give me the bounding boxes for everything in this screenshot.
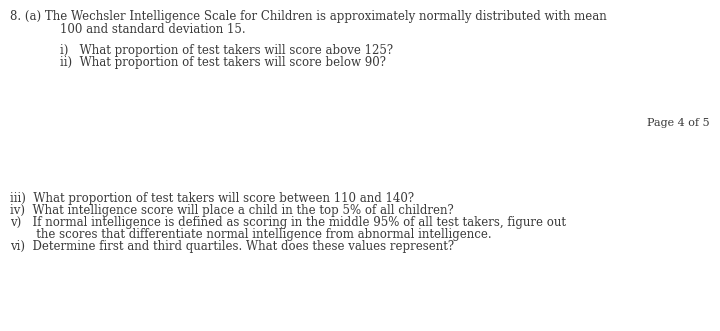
Text: i)   What proportion of test takers will score above 125?: i) What proportion of test takers will s… (60, 44, 393, 57)
Text: ii)  What proportion of test takers will score below 90?: ii) What proportion of test takers will … (60, 56, 386, 69)
Text: the scores that differentiate normal intelligence from abnormal intelligence.: the scores that differentiate normal int… (10, 228, 492, 241)
Text: 100 and standard deviation 15.: 100 and standard deviation 15. (60, 23, 246, 36)
Text: Page 4 of 5: Page 4 of 5 (647, 118, 710, 128)
Text: v)   If normal intelligence is defined as scoring in the middle 95% of all test : v) If normal intelligence is defined as … (10, 216, 566, 229)
Text: vi)  Determine first and third quartiles. What does these values represent?: vi) Determine first and third quartiles.… (10, 240, 454, 253)
Text: iv)  What intelligence score will place a child in the top 5% of all children?: iv) What intelligence score will place a… (10, 204, 454, 217)
Text: iii)  What proportion of test takers will score between 110 and 140?: iii) What proportion of test takers will… (10, 192, 414, 205)
Text: 8. (a) The Wechsler Intelligence Scale for Children is approximately normally di: 8. (a) The Wechsler Intelligence Scale f… (10, 10, 607, 23)
